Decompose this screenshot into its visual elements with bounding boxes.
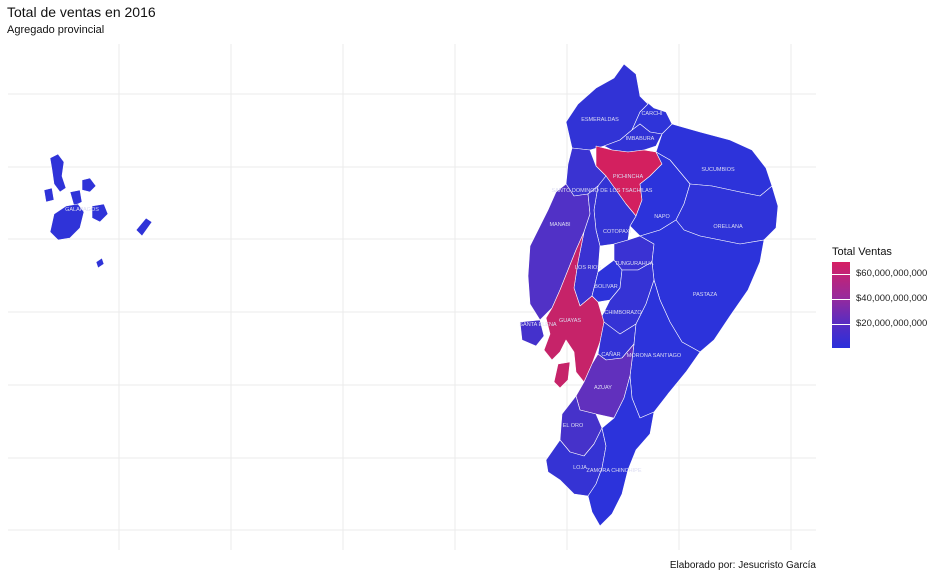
map-title: Total de ventas en 2016 [7,4,156,20]
province-label: IMBABURA [626,136,655,142]
legend: Total Ventas $60,000,000,000 $40,000,000… [832,246,932,348]
legend-tick-20b: $20,000,000,000 [856,318,928,329]
province-label: LOS RIOS [575,265,601,271]
legend-tick-40b: $40,000,000,000 [856,293,928,304]
legend-tickmark [832,324,850,325]
province-labels: ESMERALDAS CARCHI IMBABURA SUCUMBIOS PICHINC… [65,111,743,474]
legend-tick-60b: $60,000,000,000 [856,268,928,279]
province-imbabura [603,123,663,153]
province-label: CAÑAR [601,351,620,358]
province-label: SANTA ELENA [519,322,557,328]
legend-tickmark [832,299,850,300]
map-caption: Elaborado por: Jesucristo García [669,560,816,571]
province-label: ZAMORA CHINCHIPE [586,468,641,474]
legend-title: Total Ventas [832,246,892,258]
province-label: SUCUMBIOS [701,167,735,173]
province-label: LOJA [573,465,587,471]
province-label: BOLIVAR [594,284,617,290]
province-label: CHIMBORAZO [604,310,642,316]
province-zamora-chinchipe [587,375,655,527]
province-guayas-puna [553,361,571,389]
province-shapes [43,63,779,527]
province-label: MORONA SANTIAGO [627,353,682,359]
map-subtitle: Agregado provincial [7,24,105,36]
province-label: GUAYAS [559,318,581,324]
province-galapagos [43,153,153,269]
legend-tickmark [832,274,850,275]
province-label: NAPO [654,214,670,220]
province-label: ESMERALDAS [581,117,619,123]
province-label: EL ORO [563,423,584,429]
province-label: PICHINCHA [613,174,644,180]
province-label: SANTO DOMINGO DE LOS TSACHILAS [552,188,653,194]
province-label: PASTAZA [693,292,718,298]
province-santa-elena [519,319,545,347]
province-label: COTOPAXI [603,229,631,235]
province-label: GALAPAGOS [65,207,99,213]
province-label: ORELLANA [713,224,743,230]
province-label: TUNGURAHUA [615,261,654,267]
legend-colorbar [832,262,850,348]
province-label: CARCHI [641,111,663,117]
province-label: AZUAY [594,385,612,391]
province-label: MANABI [549,222,571,228]
